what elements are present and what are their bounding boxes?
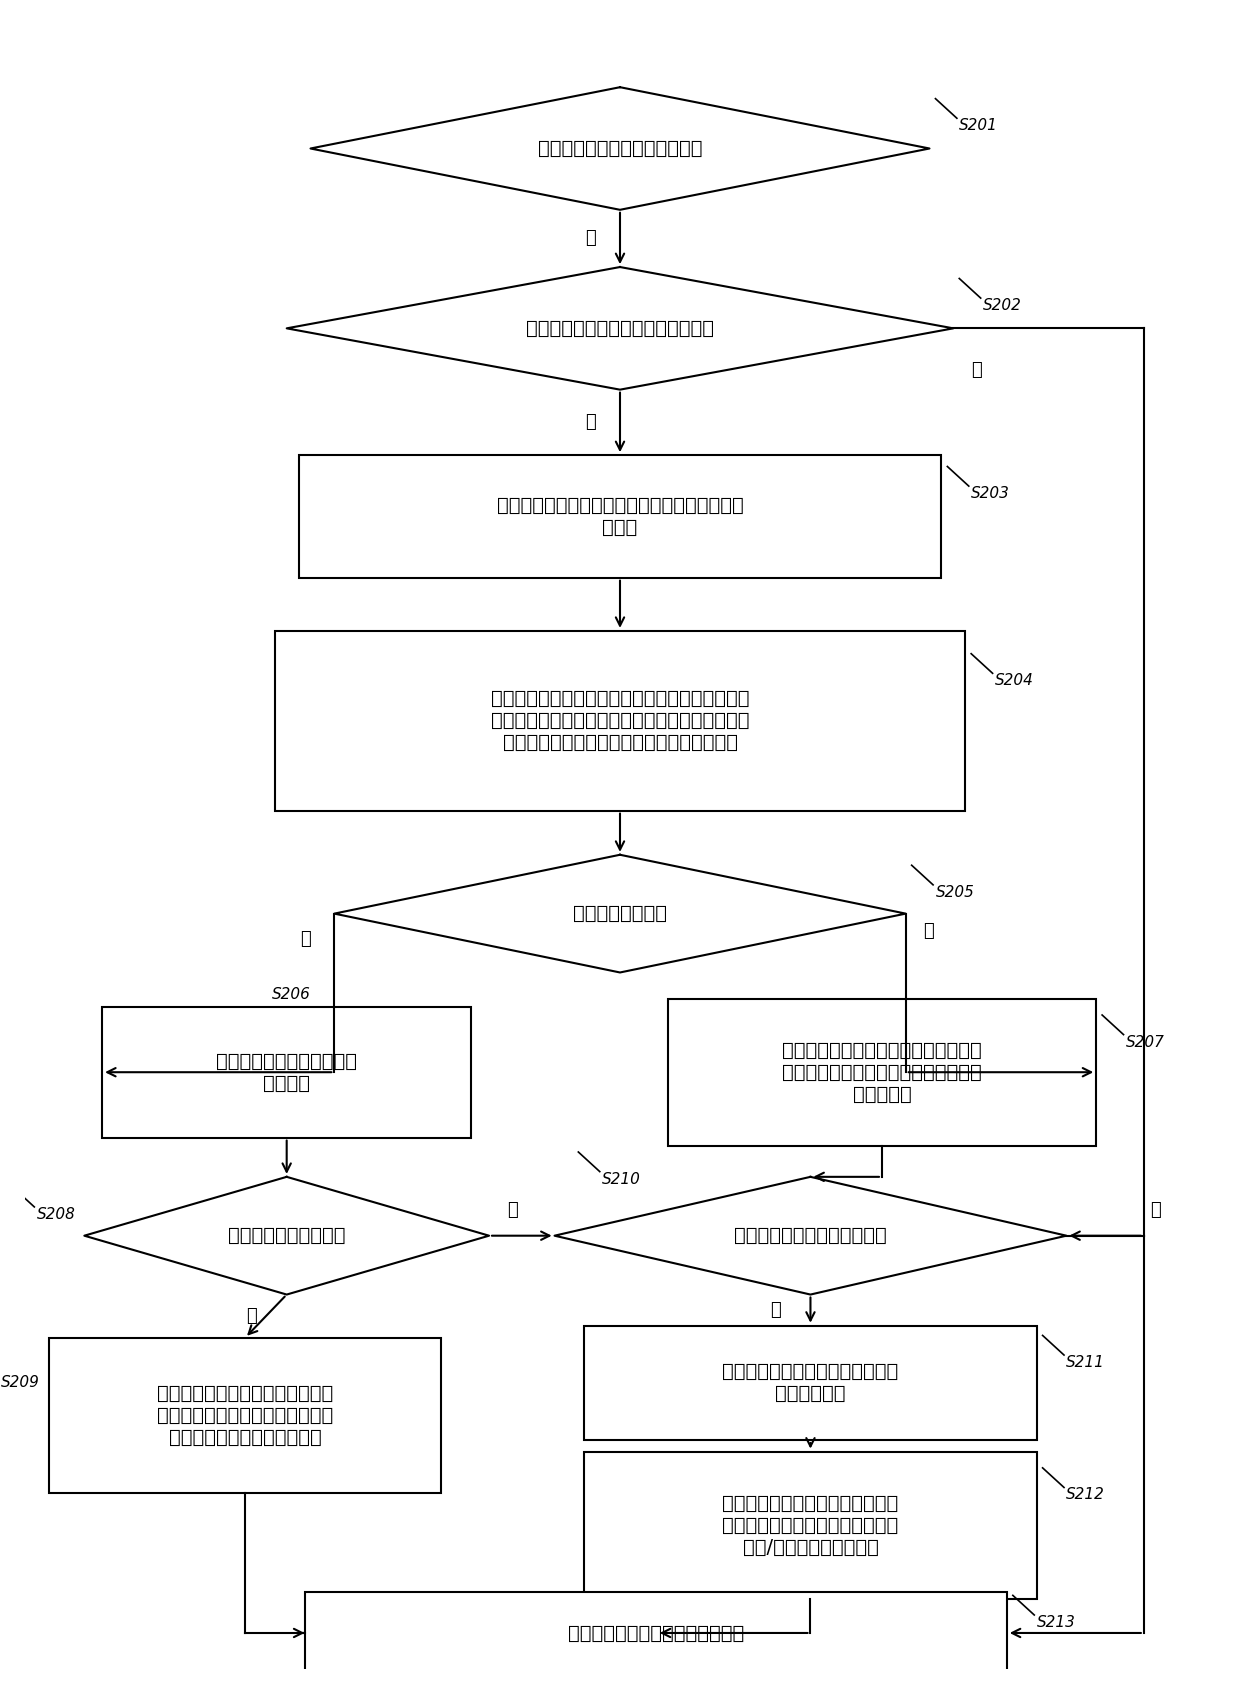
Text: S210: S210	[603, 1172, 641, 1187]
Bar	[305, 1592, 1007, 1674]
Text: 所述调制解调器记录当前的
位置信息: 所述调制解调器记录当前的 位置信息	[216, 1052, 357, 1093]
Text: S202: S202	[983, 298, 1022, 313]
Text: 否: 否	[507, 1201, 517, 1219]
Polygon shape	[286, 267, 954, 390]
Bar	[275, 630, 965, 811]
Text: S201: S201	[960, 118, 998, 133]
Polygon shape	[84, 1177, 489, 1294]
Text: 否: 否	[770, 1301, 781, 1320]
Text: S209: S209	[1, 1376, 40, 1390]
Text: 是: 是	[585, 230, 595, 247]
Text: 否: 否	[924, 921, 934, 940]
Text: 否: 否	[971, 361, 982, 380]
Text: 所述调制解调器从其支持的多个协议栈中选择除了
所述第一协议栈之外的第二协议栈，开启所述第二
协议栈，并使用所述第二协议栈进行网络注册: 所述调制解调器从其支持的多个协议栈中选择除了 所述第一协议栈之外的第二协议栈，开…	[491, 690, 749, 753]
Text: S211: S211	[1066, 1356, 1105, 1369]
Text: 是: 是	[300, 930, 310, 949]
Bar	[299, 455, 941, 577]
Text: S207: S207	[1126, 1035, 1164, 1049]
Polygon shape	[554, 1177, 1066, 1294]
Text: S203: S203	[971, 485, 1011, 501]
Text: 调制解调器获取所述网络异常的异
常原因和日志: 调制解调器获取所述网络异常的异 常原因和日志	[723, 1362, 899, 1403]
Text: 网络异常的异常原因是否上报: 网络异常的异常原因是否上报	[734, 1226, 887, 1245]
Text: 所述调制解调器恢复所述多个协议栈中
的默认协议栈开关状态或同时复位所述
调制解调器: 所述调制解调器恢复所述多个协议栈中 的默认协议栈开关状态或同时复位所述 调制解调…	[782, 1041, 982, 1104]
Polygon shape	[310, 87, 930, 209]
Text: S205: S205	[935, 886, 975, 899]
Bar	[48, 1339, 441, 1494]
Text: 所述调制解调器处理本次异常结束: 所述调制解调器处理本次异常结束	[568, 1623, 744, 1642]
Text: 位置信息是否发生变化: 位置信息是否发生变化	[228, 1226, 346, 1245]
Bar	[667, 998, 1096, 1146]
Text: 网络注册是否成功: 网络注册是否成功	[573, 904, 667, 923]
Text: 是: 是	[585, 414, 595, 431]
Bar	[102, 1006, 471, 1138]
Text: S212: S212	[1066, 1487, 1105, 1502]
Text: 是: 是	[247, 1308, 257, 1325]
Text: 网络异常的原因是否为信道解码失败: 网络异常的原因是否为信道解码失败	[526, 318, 714, 337]
Text: 是: 是	[1149, 1201, 1161, 1219]
Bar	[584, 1325, 1037, 1441]
Text: S204: S204	[994, 673, 1034, 688]
Polygon shape	[335, 855, 905, 972]
Bar	[584, 1451, 1037, 1599]
Text: 所述调制解调器关闭出现网络异常时使用的第一
协议栈: 所述调制解调器关闭出现网络异常时使用的第一 协议栈	[497, 496, 743, 536]
Text: S206: S206	[272, 988, 310, 1001]
Text: 调制解调器是否检测到网络异常: 调制解调器是否检测到网络异常	[538, 140, 702, 158]
Text: 调制解调器将所述异常原因、所述
当前的位置信息和日志上报给网络
侧和/或显示所述异常原因: 调制解调器将所述异常原因、所述 当前的位置信息和日志上报给网络 侧和/或显示所述…	[723, 1494, 899, 1557]
Text: 根据预先已知的默认协议栈开关状
态，恢复默认协议栈开关状态或同
时对调整解调器进行复位操作: 根据预先已知的默认协议栈开关状 态，恢复默认协议栈开关状态或同 时对调整解调器进…	[157, 1385, 334, 1448]
Text: S208: S208	[37, 1207, 76, 1223]
Text: S213: S213	[1037, 1614, 1075, 1630]
